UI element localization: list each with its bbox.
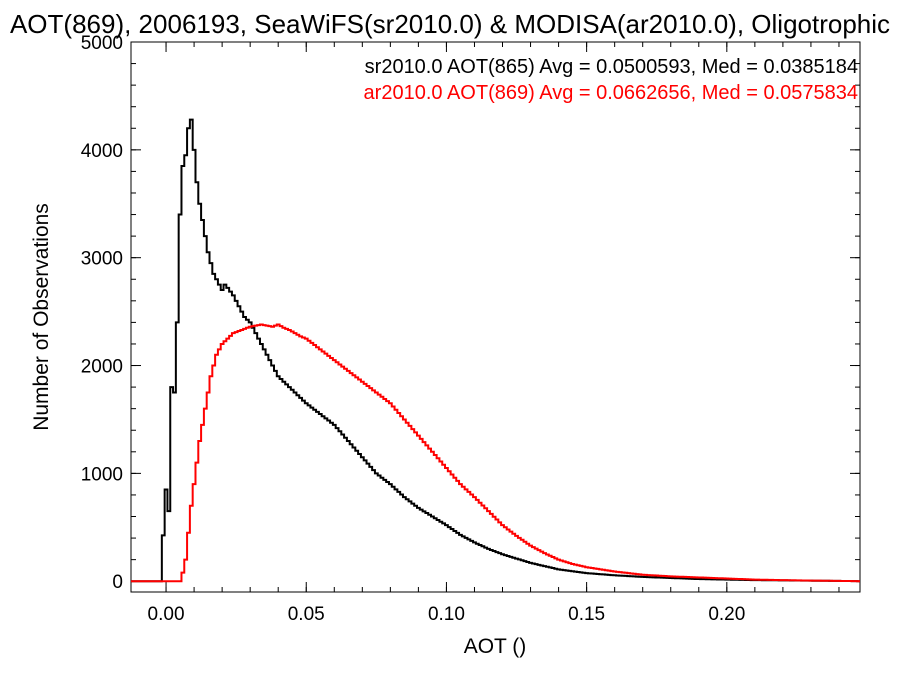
x-tick-label: 0.05 xyxy=(288,604,325,625)
legend-entry-ar2010: ar2010.0 AOT(869) Avg = 0.0662656, Med =… xyxy=(364,82,858,104)
y-tick-label: 5000 xyxy=(81,33,123,54)
x-axis-ticks: 0.00 0.05 0.10 0.15 0.20 xyxy=(148,42,840,625)
series-line-sr2010 xyxy=(131,118,860,583)
y-tick-label: 2000 xyxy=(81,357,123,378)
y-tick-label: 4000 xyxy=(81,141,123,162)
series-group xyxy=(131,118,860,583)
x-tick-label: 0.00 xyxy=(148,604,185,625)
series-line-ar2010 xyxy=(131,323,860,583)
y-axis-label: Number of Observations xyxy=(30,203,53,431)
x-axis-label: AOT () xyxy=(464,635,527,658)
y-tick-label: 0 xyxy=(112,572,123,593)
chart-title: AOT(869), 2006193, SeaWiFS(sr2010.0) & M… xyxy=(10,9,890,39)
y-axis-ticks: 0 1000 2000 3000 4000 5000 xyxy=(81,33,860,593)
y-tick-label: 1000 xyxy=(81,464,123,485)
x-tick-label: 0.15 xyxy=(568,604,605,625)
y-tick-label: 3000 xyxy=(81,249,123,270)
x-tick-label: 0.10 xyxy=(428,604,465,625)
x-tick-label: 0.20 xyxy=(708,604,745,625)
plot-frame xyxy=(130,41,861,593)
legend-entry-sr2010: sr2010.0 AOT(865) Avg = 0.0500593, Med =… xyxy=(365,56,858,78)
